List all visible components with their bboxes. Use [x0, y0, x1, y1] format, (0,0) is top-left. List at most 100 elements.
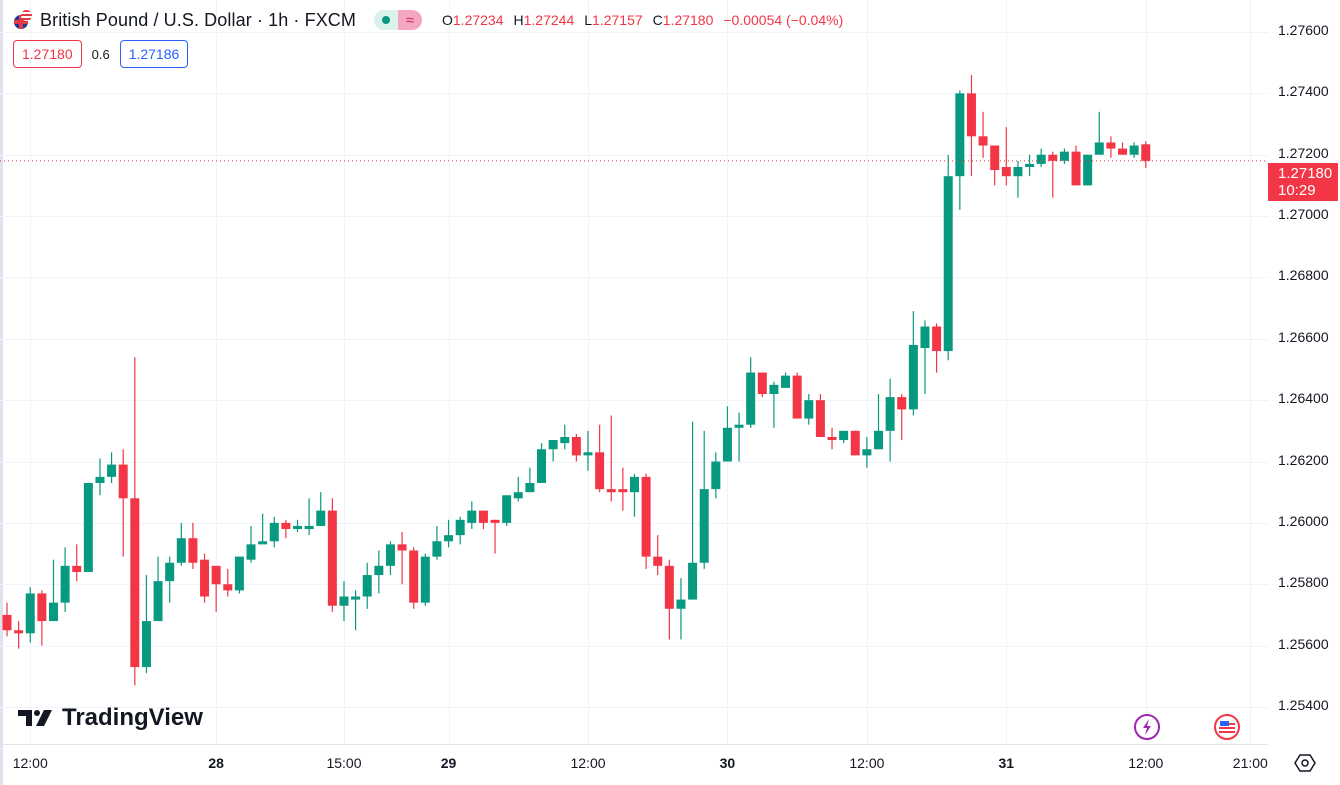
candle-up — [746, 372, 756, 425]
settings-icon[interactable] — [1294, 752, 1316, 779]
candle-up — [1129, 145, 1139, 155]
candle-up — [1036, 154, 1046, 164]
price-tick-label: 1.27200 — [1278, 144, 1329, 161]
candle-down — [757, 372, 767, 395]
gbp-usd-flag-icon — [14, 10, 34, 30]
candle-down — [118, 464, 128, 499]
candle-up — [502, 495, 512, 523]
bar-countdown: 10:29 — [1278, 182, 1316, 199]
candle-up — [583, 452, 593, 456]
candle-up — [316, 510, 326, 526]
change-value: −0.00054 (−0.04%) — [723, 12, 844, 28]
candle-up — [374, 565, 384, 576]
time-tick-label: 29 — [440, 755, 457, 771]
tradingview-logo[interactable]: TradingView — [18, 704, 203, 732]
candle-up — [699, 489, 709, 563]
candle-down — [409, 550, 419, 603]
price-tick-label: 1.26200 — [1278, 451, 1329, 468]
candle-down — [1071, 151, 1081, 186]
candle-down — [211, 565, 221, 585]
candle-up — [874, 430, 883, 450]
market-open-icon — [374, 10, 398, 30]
candle-up — [1083, 154, 1093, 186]
candle-down — [827, 436, 837, 441]
candle-down — [664, 565, 674, 609]
candle-down — [932, 326, 942, 352]
candle-up — [385, 544, 395, 566]
low-key: L — [584, 12, 593, 28]
candle-up — [1094, 142, 1104, 155]
us-economic-event-icon[interactable] — [1213, 713, 1241, 741]
candle-up — [25, 593, 35, 634]
candle-down — [1106, 142, 1116, 149]
candle-up — [1025, 163, 1035, 167]
price-tick-label: 1.25800 — [1278, 574, 1329, 591]
candle-down — [327, 510, 337, 606]
candle-up — [141, 621, 151, 668]
candle-down — [897, 397, 907, 410]
candle-down — [792, 375, 802, 419]
candle-up — [351, 596, 361, 600]
close-key: C — [652, 12, 663, 28]
trade-quotes: 1.27180 0.6 1.27186 — [13, 40, 189, 68]
candle-down — [641, 476, 651, 557]
candle-up — [95, 476, 105, 483]
candle-up — [722, 427, 732, 462]
candle-up — [885, 397, 895, 431]
candlestick-chart[interactable] — [0, 0, 1268, 744]
candle-up — [467, 510, 477, 523]
candle-up — [234, 556, 244, 591]
candle-down — [850, 430, 860, 456]
price-tick-label: 1.26600 — [1278, 328, 1329, 345]
candle-up — [537, 449, 547, 483]
candle-down — [1001, 166, 1011, 177]
wave-icon: ≈ — [398, 10, 422, 30]
candle-up — [1013, 166, 1023, 177]
candle-up — [920, 326, 930, 349]
candle-down — [1118, 148, 1128, 155]
candle-up — [153, 581, 163, 622]
candle-up — [548, 440, 558, 450]
market-status[interactable]: ≈ — [374, 10, 422, 30]
lightning-event-icon[interactable] — [1133, 713, 1161, 741]
time-tick-label: 28 — [208, 755, 224, 771]
candle-down — [618, 489, 628, 493]
candle-down — [990, 145, 1000, 171]
time-tick-label: 12:00 — [1128, 755, 1164, 771]
candle-up — [629, 476, 639, 493]
candle-up — [943, 176, 953, 352]
candle-up — [1059, 151, 1069, 161]
time-tick-label: 12:00 — [849, 755, 885, 771]
candle-down — [223, 584, 233, 591]
candle-down — [478, 510, 488, 523]
candle-up — [839, 430, 849, 441]
candle-up — [444, 535, 454, 542]
candle-down — [72, 565, 82, 572]
open-key: O — [442, 12, 453, 28]
time-tick-label: 12:00 — [12, 755, 48, 771]
buy-button[interactable]: 1.27186 — [119, 40, 189, 68]
sell-button[interactable]: 1.27180 — [13, 40, 82, 68]
low-value: 1.27157 — [592, 12, 643, 28]
candle-up — [862, 449, 872, 456]
candle-up — [420, 556, 430, 603]
candle-up — [165, 562, 175, 582]
open-value: 1.27234 — [452, 12, 504, 28]
candle-down — [37, 593, 47, 622]
high-key: H — [513, 12, 524, 28]
candle-down — [653, 556, 663, 566]
price-tick-label: 1.27400 — [1278, 83, 1329, 100]
price-tick-label: 1.26400 — [1278, 390, 1329, 407]
price-tick-label: 1.27600 — [1278, 22, 1329, 38]
candle-up — [455, 519, 465, 536]
candle-up — [48, 602, 58, 622]
candle-up — [432, 541, 442, 557]
time-tick-label: 31 — [998, 755, 1015, 771]
candle-down — [571, 436, 581, 456]
candle-up — [560, 436, 570, 444]
current-price-label: 1.27180 10:29 — [1268, 163, 1338, 201]
symbol-title[interactable]: British Pound / U.S. Dollar · 1h · FXCM — [40, 9, 356, 30]
candle-down — [966, 93, 976, 137]
candle-down — [606, 489, 616, 493]
candle-down — [2, 614, 12, 631]
